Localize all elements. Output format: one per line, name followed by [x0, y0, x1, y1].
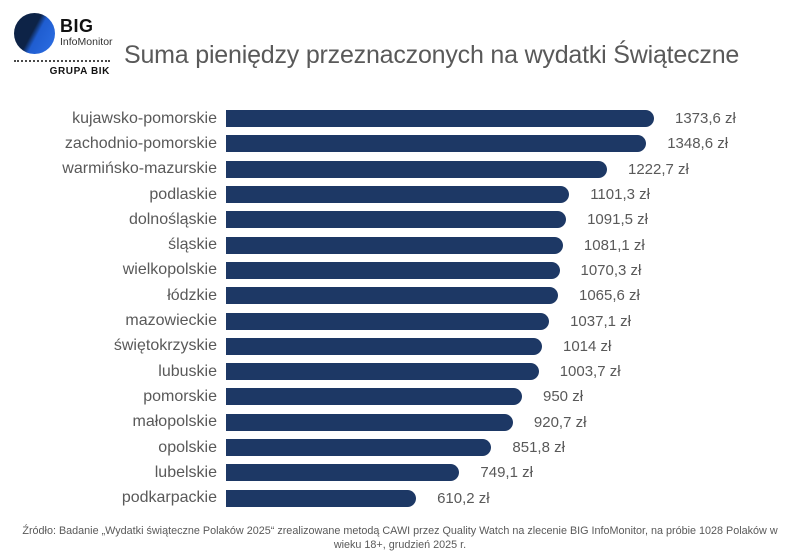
- bar-chart-row: podlaskie 1101,3 zł: [0, 182, 800, 207]
- category-label: łódzkie: [167, 286, 217, 304]
- bar-chart-row: podkarpackie 610,2 zł: [0, 485, 800, 510]
- bar: [226, 110, 654, 128]
- bar: [226, 489, 417, 507]
- bar: [226, 160, 607, 178]
- category-label: warmińsko-mazurskie: [62, 160, 217, 178]
- category-label: podlaskie: [149, 185, 217, 203]
- logo-dotted-divider: [14, 60, 110, 62]
- bar-chart-row: lubelskie 749,1 zł: [0, 460, 800, 485]
- bar-chart-row: śląskie 1081,1 zł: [0, 232, 800, 257]
- value-label: 1065,6 zł: [579, 287, 640, 305]
- bar-chart-row: warmińsko-mazurskie 1222,7 zł: [0, 157, 800, 182]
- value-label: 1070,3 zł: [580, 261, 642, 279]
- bar-chart-row: mazowieckie 1037,1 zł: [0, 308, 800, 333]
- value-label: 1373,6 zł: [675, 110, 736, 128]
- bar-chart-row: wielkopolskie 1070,3 zł: [0, 258, 800, 283]
- value-label: 920,7 zł: [533, 413, 587, 431]
- logo-subbrand-text: InfoMonitor: [60, 36, 113, 48]
- category-label: podkarpackie: [121, 489, 217, 507]
- value-label: 1222,7 zł: [628, 160, 689, 178]
- bar-chart-row: zachodnio-pomorskie 1348,6 zł: [0, 131, 800, 156]
- category-label: śląskie: [168, 236, 217, 254]
- source-note: Źródło: Badanie „Wydatki świąteczne Pola…: [0, 524, 800, 552]
- bar: [226, 464, 460, 482]
- bar: [226, 439, 492, 456]
- category-label: dolnośląskie: [128, 210, 217, 228]
- big-infomonitor-logo: BIG InfoMonitor GRUPA BIK: [14, 13, 113, 77]
- bar-chart-row: lubuskie 1003,7 zł: [0, 359, 800, 384]
- value-label: 1348,6 zł: [667, 135, 729, 153]
- logo-group-text: GRUPA BIK: [49, 66, 110, 77]
- bar-chart-row: świętokrzyskie 1014 zł: [0, 334, 800, 359]
- bar: [226, 312, 550, 330]
- value-label: 851,8 zł: [512, 439, 565, 456]
- bar-chart-row: kujawsko-pomorskie 1373,6 zł: [0, 106, 800, 131]
- value-label: 749,1 zł: [480, 464, 533, 482]
- bar-chart-row: opolskie 851,8 zł: [0, 435, 800, 460]
- value-label: 1014 zł: [563, 337, 612, 355]
- value-label: 1081,1 zł: [583, 236, 645, 254]
- value-label: 1037,1 zł: [570, 312, 631, 330]
- bar: [226, 186, 570, 204]
- value-label: 1101,3 zł: [590, 186, 650, 204]
- category-label: wielkopolskie: [122, 261, 217, 279]
- bar: [226, 211, 567, 229]
- value-label: 950 zł: [543, 388, 584, 406]
- big-infomonitor-logo-icon: [14, 13, 55, 54]
- bar: [226, 236, 563, 254]
- bar-chart-row: łódzkie 1065,6 zł: [0, 283, 800, 308]
- category-label: lubelskie: [154, 463, 217, 481]
- bar: [226, 413, 513, 431]
- chart-title: Suma pieniędzy przeznaczonych na wydatki…: [124, 41, 740, 69]
- value-label: 1003,7 zł: [559, 363, 621, 381]
- source-note-line2: wieku 18+, grudzień 2025 r.: [333, 539, 467, 551]
- bar-chart-row: pomorskie 950 zł: [0, 384, 800, 409]
- bar-rows: kujawsko-pomorskie 1373,6 zł zachodnio-p…: [0, 106, 800, 511]
- bar-chart: kujawsko-pomorskie 1373,6 zł zachodnio-p…: [0, 106, 800, 511]
- category-label: pomorskie: [143, 387, 217, 405]
- category-label: opolskie: [158, 438, 217, 456]
- bar: [226, 337, 542, 355]
- bar-chart-row: małopolskie 920,7 zł: [0, 410, 800, 435]
- category-label: zachodnio-pomorskie: [64, 134, 217, 152]
- category-label: kujawsko-pomorskie: [72, 109, 217, 127]
- source-note-line1: Źródło: Badanie „Wydatki świąteczne Pola…: [22, 525, 778, 537]
- bar: [226, 363, 539, 381]
- bar: [226, 287, 558, 305]
- value-label: 610,2 zł: [437, 489, 490, 507]
- bar: [226, 261, 560, 279]
- category-label: mazowieckie: [125, 312, 217, 330]
- bar: [226, 135, 647, 153]
- value-label: 1091,5 zł: [587, 211, 648, 229]
- logo-brand-text: BIG: [60, 16, 94, 36]
- category-label: małopolskie: [132, 413, 217, 431]
- category-label: lubuskie: [158, 362, 217, 380]
- bar-chart-row: dolnośląskie 1091,5 zł: [0, 207, 800, 232]
- category-label: świętokrzyskie: [113, 337, 217, 355]
- bar: [226, 388, 522, 406]
